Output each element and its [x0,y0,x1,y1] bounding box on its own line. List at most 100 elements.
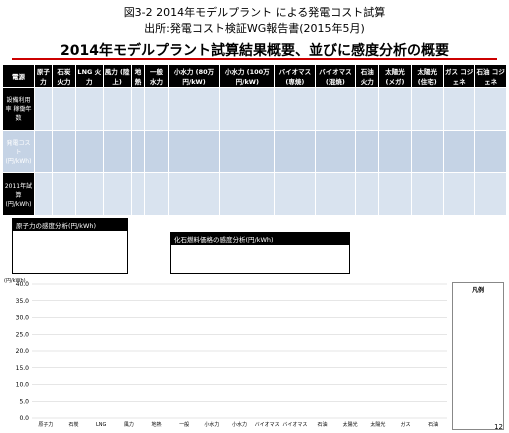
table-cell [474,129,507,174]
table-cell [51,129,76,174]
column-header: 太陽光 (メガ) [378,64,412,88]
table-cell [355,129,380,174]
y-tick-label: 10.0 [16,382,30,389]
column-header: ガス コジェネ [442,64,476,88]
table-cell [378,129,412,174]
chart-legend: 凡例 [452,282,504,430]
column-header: 太陽光 (住宅) [410,64,444,88]
fuel-sensitivity-box: 化石燃料価格の感度分析(円/kWh) [170,232,350,274]
table-cell [355,172,380,216]
slide-title: 2014年モデルプラント試算結果概要、並びに感度分析の概要 [60,43,449,59]
nuclear-sensitivity-box: 原子力の感度分析(円/kWh) [12,218,128,274]
x-tick-label: バイオマス [282,422,307,428]
y-tick-label: 30.0 [16,315,30,322]
column-header: バイオマス (混焼) [314,64,357,88]
y-tick-label: 5.0 [19,398,29,405]
table-cell [74,172,104,216]
x-tick-label: 石炭 [68,421,78,428]
table-cell [74,129,104,174]
source-caption: 出所:発電コスト検証WG報告書(2015年5月) [144,22,365,35]
table-cell [34,172,53,216]
column-header: 石油 コジェネ [474,64,507,88]
figure-caption: 図3-2 2014年モデルプラント による発電コスト試算 [123,6,386,19]
table-cell [314,129,357,174]
column-header: 石油 火力 [355,64,380,88]
x-tick-label: 原子力 [38,421,53,428]
table-cell [51,172,76,216]
column-header: 電源 [2,64,35,88]
x-tick-label: 地熱 [151,421,161,428]
column-header: 一般 水力 [144,64,169,88]
y-tick-label: 20.0 [16,348,30,355]
cost-bar-chart: 0.0 5.0 10.0 15.0 20.0 25.0 30.0 35.0 40.0(円/kWh… [4,278,447,428]
table-cell [274,87,316,131]
x-tick-label: バイオマス [255,422,280,428]
x-tick-label: 太陽光 [343,421,358,428]
y-tick-label: 40.0 [16,281,30,288]
table-cell [314,87,357,131]
x-tick-label: 小水力 [232,421,247,428]
table-cell [355,87,380,131]
table-cell [144,87,169,131]
page-number: 12 [494,423,503,431]
box-heading: 原子力の感度分析(円/kWh) [13,219,127,231]
table-cell [410,129,444,174]
table-cell [219,172,276,216]
table-cell [144,172,169,216]
table-cell [410,172,444,216]
y-tick-label: 35.0 [16,298,30,305]
table-cell [378,87,412,131]
table-cell [51,87,76,131]
table-cell [314,172,357,216]
table-cell [274,129,316,174]
y-tick-label: 25.0 [16,331,30,338]
cost-table: 電源 原子力 石炭 火力 LNG 火力 風力 (陸上) 地熱 一般 水力 小水力 (80万円/… [2,64,507,216]
table-cell [219,87,276,131]
column-header: 石炭 火力 [51,64,76,88]
table-cell [34,87,53,131]
table-cell [102,129,132,174]
table-cell [34,129,53,174]
table-cell [102,87,132,131]
column-header: 原子力 [34,64,53,88]
table-cell [167,129,221,174]
table-cell [474,172,507,216]
column-header: バイオマス (専焼) [274,64,316,88]
table-cell [274,172,316,216]
table-cell [410,87,444,131]
table-cell [130,172,146,216]
x-tick-label: 石油 [428,421,438,428]
table-row: 発電コスト (円/kWh) [2,129,507,174]
column-header: 地熱 [130,64,146,88]
x-tick-label: 風力 [124,421,134,428]
column-header: 小水力 (80万円/kW) [167,64,221,88]
table-cell [167,172,221,216]
table-cell [102,172,132,216]
x-tick-label: LNG [96,422,107,428]
table-cell [144,129,169,174]
table-cell [474,87,507,131]
y-axis-label: (円/kWh) [4,278,26,284]
x-tick-label: 太陽光 [370,421,385,428]
table-cell [167,87,221,131]
table-cell [442,87,476,131]
row-label: 設備利用率 稼働年数 [2,87,35,131]
row-label: 発電コスト (円/kWh) [2,129,35,174]
row-label: 2011年試算 (円/kWh) [2,172,35,216]
column-header: LNG 火力 [74,64,104,88]
table-cell [378,172,412,216]
column-header: 小水力 (100万円/kW) [219,64,276,88]
title-rule [12,58,497,60]
table-cell [130,87,146,131]
x-tick-label: 一般 [179,421,189,428]
table-cell [442,129,476,174]
table-cell [74,87,104,131]
table-row: 設備利用率 稼働年数 [2,87,507,131]
x-tick-label: ガス [400,421,410,428]
table-cell [219,129,276,174]
column-header: 風力 (陸上) [102,64,132,88]
table-cell [130,129,146,174]
y-tick-label: 0.0 [19,415,29,422]
table-row: 2011年試算 (円/kWh) [2,172,507,216]
box-heading: 化石燃料価格の感度分析(円/kWh) [171,233,349,245]
